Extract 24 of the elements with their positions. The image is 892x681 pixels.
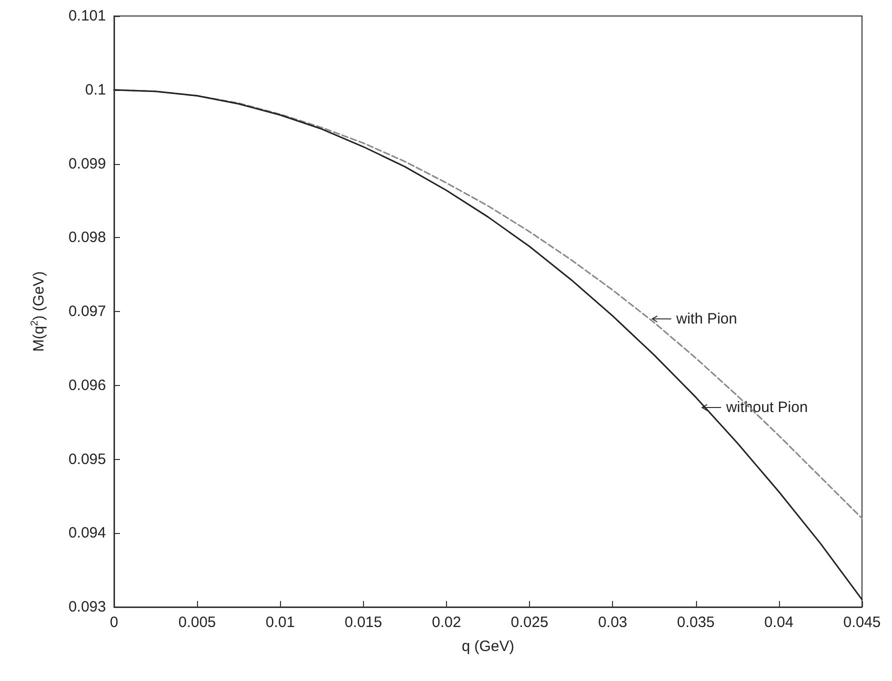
y-tick-label: 0.094 [68,524,106,542]
line-series [113,89,863,600]
x-tick-label: 0.005 [178,614,216,631]
annotation: without Pion [725,399,808,416]
x-tick-label: 0.045 [843,614,881,631]
y-tick-label: 0.095 [68,450,106,468]
y-tick-label: 0.093 [68,598,106,616]
y-tick-label: 0.096 [68,376,106,394]
annotation: with Pion [675,310,738,328]
x-tick-label: 0.02 [432,614,462,631]
x-axis-title: q (GeV) [462,638,514,655]
x-tick-label: 0.015 [344,614,382,631]
y-tick-label: 0.101 [68,8,106,24]
y-tick-label: 0.097 [68,303,106,320]
x-tick-label: 0 [110,614,118,631]
y-axis-title: M(q2) (GeV) [30,271,48,352]
y-tick-label: 0.098 [68,229,106,246]
x-tick-label: 0.03 [598,614,628,631]
y-tick-label: 0.1 [85,81,106,98]
x-tick-label: 0.01 [266,614,295,631]
y-tick-label: 0.099 [68,155,106,172]
x-tick-label: 0.035 [677,614,715,631]
x-tick-label: 0.025 [510,614,548,631]
x-tick-label: 0.04 [764,614,794,631]
